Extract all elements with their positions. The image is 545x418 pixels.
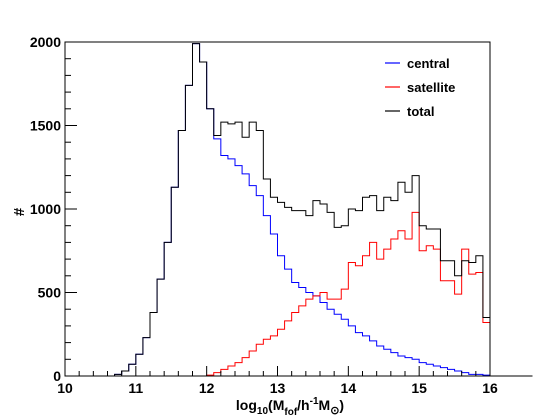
y-tick-label: 0 [53,368,61,384]
x-axis-title: log10(Mfof/h-1M⊙) [236,396,344,418]
legend-label-central: central [407,56,450,71]
x-tick-label: 10 [57,380,73,396]
x-axis-title-h: /h [297,397,309,413]
x-axis-title-close: ) [339,397,344,413]
x-tick-label: 12 [199,380,215,396]
legend: central satellite total [385,56,455,119]
x-axis-title-sup: -1 [310,396,319,407]
x-tick-label: 14 [341,380,357,396]
x-axis-title-sub-fof: fof [284,407,297,418]
y-tick-label: 1000 [30,201,61,217]
y-tick-label: 500 [38,285,62,301]
x-axis-title-log: log [236,397,257,413]
y-tick-label: 1500 [30,118,61,134]
x-tick-label: 15 [411,380,427,396]
x-axis-title-mass: (M [268,397,284,413]
series-line-total [65,43,533,377]
legend-label-satellite: satellite [407,80,455,95]
x-tick-label: 11 [128,380,143,396]
ticks-layer: 10 11 12 13 14 15 16 0 500 1000 1500 2000 [30,34,498,396]
y-axis-title: # [11,207,28,216]
x-tick-label: 16 [482,380,498,396]
legend-label-total: total [407,104,434,119]
y-tick-label: 2000 [30,34,61,50]
x-tick-label: 13 [270,380,286,396]
x-axis-title-msun: M [319,397,331,413]
x-axis-title-sub-10: 10 [257,406,269,417]
x-axis-title-sun-symbol: ⊙ [330,405,339,417]
